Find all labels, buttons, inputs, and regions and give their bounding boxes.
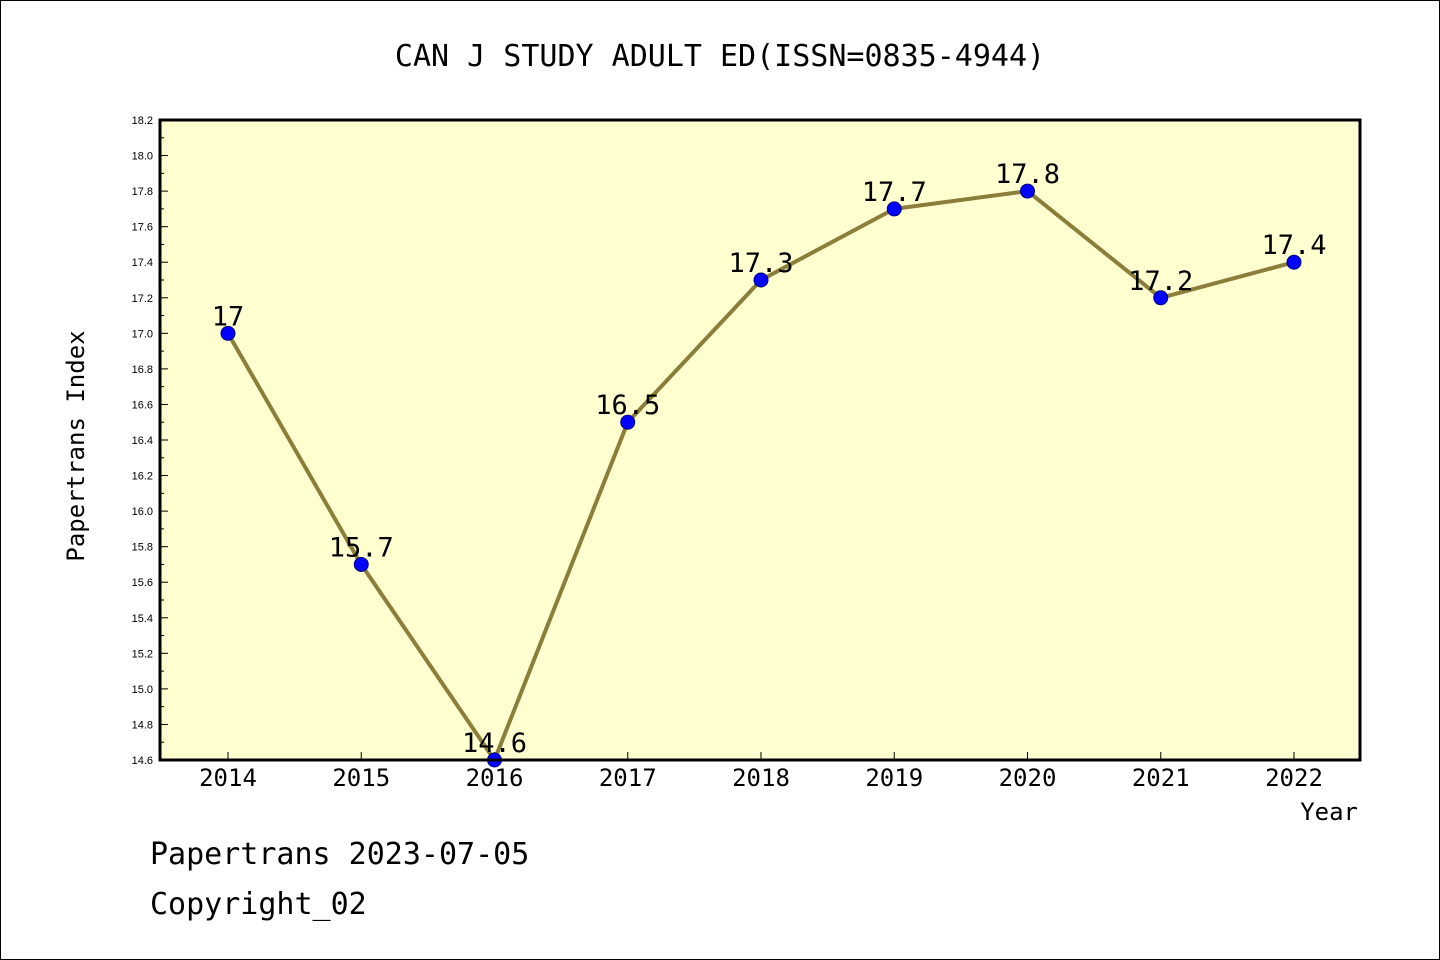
data-label: 17.7: [862, 177, 927, 208]
x-tick-label: 2019: [865, 764, 923, 792]
x-tick-label: 2020: [999, 764, 1057, 792]
data-point: [886, 201, 902, 217]
x-tick-label: 2015: [332, 764, 390, 792]
y-tick-label: 16.2: [132, 471, 153, 483]
y-tick-label: 18.0: [132, 151, 153, 163]
plot-frame: [158, 118, 1362, 762]
x-tick-label: 2021: [1132, 764, 1190, 792]
data-label: 17: [212, 301, 245, 332]
y-tick-label: 16.6: [132, 399, 153, 411]
y-tick-label: 15.2: [132, 648, 153, 660]
y-tick-label: 14.8: [132, 719, 153, 731]
data-labels: 17 15.7 14.6 16.5 17.3 17.7 17.8 17.2 17.4: [212, 159, 1327, 759]
y-tick-label: 17.6: [132, 222, 153, 234]
x-axis-label: Year: [1300, 798, 1358, 826]
x-tick-label: 2022: [1265, 764, 1323, 792]
footer-date: Papertrans 2023-07-05: [150, 837, 529, 872]
y-tick-label: 15.4: [132, 613, 153, 625]
y-tick-label: 15.8: [132, 542, 153, 554]
plot-area: [160, 120, 1360, 760]
data-point: [1153, 290, 1169, 306]
x-tick-label: 2018: [732, 764, 790, 792]
x-tick-label: 2016: [466, 764, 524, 792]
x-tick-label: 2017: [599, 764, 657, 792]
y-tick-label: 16.0: [132, 506, 153, 518]
data-label: 16.5: [595, 390, 660, 421]
footer-copyright: Copyright_02: [150, 887, 367, 922]
data-label: 17.8: [995, 159, 1060, 190]
y-tick-label: 17.0: [132, 328, 153, 340]
data-series: [220, 183, 1302, 768]
chart-title: CAN J STUDY ADULT ED(ISSN=0835-4944): [395, 39, 1045, 74]
data-label: 17.3: [728, 248, 793, 279]
data-point: [620, 414, 636, 430]
y-tick-label: 16.8: [132, 364, 153, 376]
data-point: [220, 325, 236, 341]
y-tick-label: 18.2: [132, 115, 153, 127]
data-label: 17.4: [1261, 230, 1326, 261]
data-point: [1020, 183, 1035, 199]
y-tick-label: 14.6: [132, 755, 153, 767]
data-label: 14.6: [462, 728, 527, 759]
y-tick-label: 15.6: [132, 577, 153, 589]
y-axis-label: Papertrans Index: [62, 330, 90, 561]
y-axis: 14.6 14.8 15.0 15.2 15.4 15.6 15.8 16.0 16.2 16.4…: [132, 115, 168, 767]
y-tick-label: 17.4: [132, 257, 153, 269]
data-point: [353, 556, 369, 572]
y-tick-label: 17.8: [132, 186, 153, 198]
data-label: 15.7: [329, 532, 394, 563]
y-tick-label: 17.2: [132, 293, 153, 305]
data-label: 17.2: [1128, 266, 1193, 297]
y-tick-label: 16.4: [132, 435, 153, 447]
data-point: [753, 272, 769, 288]
x-tick-label: 2014: [199, 764, 257, 792]
x-axis: 2014 2015 2016 2017 2018 2019 2020 2021 2022: [199, 752, 1323, 792]
y-tick-label: 15.0: [132, 684, 153, 696]
data-point: [1286, 254, 1302, 270]
